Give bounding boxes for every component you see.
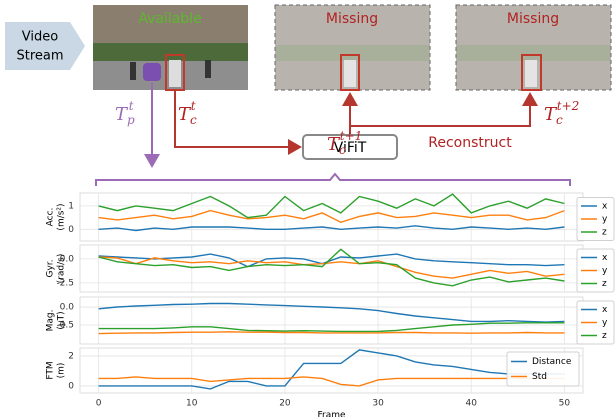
legend-label: y [602, 266, 608, 276]
y-tick-label: 0 [68, 381, 74, 391]
y-axis-label: (m) [57, 363, 67, 379]
frame-label: Missing [326, 11, 378, 27]
miss-label-sub: c [339, 143, 346, 157]
phone-label: Tpt [115, 99, 135, 127]
reconstruct-label: Reconstruct [428, 135, 512, 151]
x-tick-label: 40 [465, 399, 477, 409]
legend-label: z [602, 331, 607, 341]
legend-label: x [602, 253, 608, 263]
figure: Video Stream Available Missing Missing V… [0, 0, 616, 417]
legend-label: y [602, 318, 608, 328]
x-tick-label: 30 [372, 399, 384, 409]
y-axis-label: Gyr. [46, 259, 56, 277]
phone-icon [143, 63, 161, 81]
y-axis-label: (rad/s) [57, 254, 67, 284]
y-axis-label: (m/s²) [57, 203, 67, 230]
legend-label: Distance [532, 357, 572, 367]
phone-label-sub: p [127, 113, 135, 127]
x-tick-label: 0 [96, 399, 102, 409]
cam-label-sup: t [191, 99, 196, 113]
cam-label-sub: c [190, 113, 197, 127]
miss-label: Tct+2 [544, 99, 579, 127]
legend-label: x [602, 202, 608, 212]
legend-label: y [602, 215, 608, 225]
x-axis-label: Frame [317, 411, 346, 417]
miss-label-sup: t+2 [557, 99, 580, 113]
y-axis-label: FTM [46, 361, 56, 379]
legend-label: z [602, 279, 607, 289]
y-tick-label: 1 [68, 201, 74, 211]
y-axis-label: Acc. [46, 208, 56, 227]
x-tick-label: 10 [186, 399, 198, 409]
legend-label: z [602, 228, 607, 238]
miss-label-sub: c [556, 113, 563, 127]
arrow [350, 94, 530, 126]
y-axis-label: (µT) [57, 311, 67, 329]
y-axis-label: Mag. [46, 310, 56, 332]
source-label: Stream [16, 49, 63, 64]
y-tick-label: 0 [68, 225, 74, 235]
source-label: Video [22, 30, 58, 45]
frame-label: Missing [507, 11, 559, 27]
legend-label: x [602, 305, 608, 315]
frame-label: Available [138, 11, 201, 27]
legend-label: Std [532, 372, 547, 382]
x-tick-label: 50 [559, 399, 571, 409]
cam-label: Tct [178, 99, 197, 127]
y-tick-label: 2 [68, 351, 74, 361]
phone-label-sup: t [129, 99, 134, 113]
x-tick-label: 20 [279, 399, 291, 409]
brace [96, 174, 570, 186]
miss-label-sup: t+1 [340, 129, 363, 143]
y-tick-label: 0.0 [60, 303, 75, 313]
plot-area [80, 245, 583, 292]
